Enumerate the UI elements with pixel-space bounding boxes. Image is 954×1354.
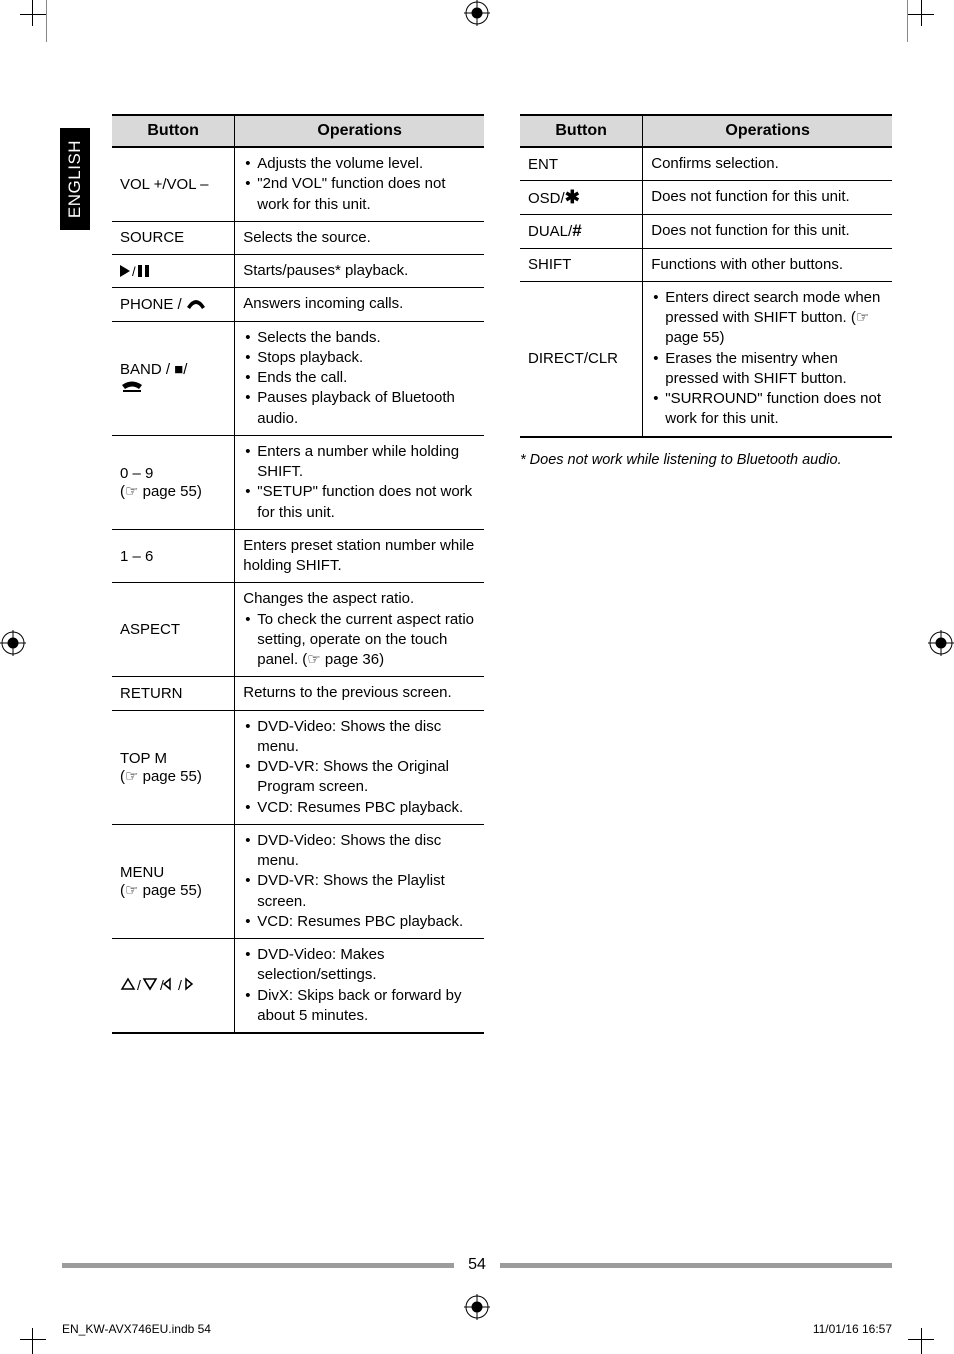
operations-cell: Confirms selection. bbox=[643, 147, 892, 181]
asterisk-icon: ✱ bbox=[565, 187, 580, 207]
left-column: Button Operations VOL +/VOL – Adjusts th… bbox=[112, 114, 484, 1034]
registration-mark-icon bbox=[464, 0, 490, 26]
button-cell: DIRECT/CLR bbox=[520, 281, 643, 436]
button-cell: ENT bbox=[520, 147, 643, 181]
table-row: 1 – 6 Enters preset station number while… bbox=[112, 529, 484, 583]
table-row: SOURCE Selects the source. bbox=[112, 221, 484, 254]
dpad-arrows-icon: / / / bbox=[120, 977, 220, 993]
operations-cell: Does not function for this unit. bbox=[643, 215, 892, 248]
button-cell: BAND / ■/ bbox=[112, 321, 235, 435]
operations-cell: Enters direct search mode when pressed w… bbox=[643, 281, 892, 436]
button-cell: RETURN bbox=[112, 677, 235, 710]
button-cell: TOP M (☞ page 55) bbox=[112, 710, 235, 824]
button-cell: PHONE / bbox=[112, 288, 235, 321]
right-column: Button Operations ENT Confirms selection… bbox=[520, 114, 892, 1034]
button-cell: 0 – 9 (☞ page 55) bbox=[112, 435, 235, 529]
button-cell: VOL +/VOL – bbox=[112, 147, 235, 221]
footer-bar-left bbox=[62, 1263, 454, 1268]
operations-cell: DVD-Video: Shows the disc menu. DVD-VR: … bbox=[235, 824, 484, 938]
svg-text:/: / bbox=[137, 977, 141, 993]
operations-cell: DVD-Video: Shows the disc menu. DVD-VR: … bbox=[235, 710, 484, 824]
table-row: ASPECT Changes the aspect ratio. To chec… bbox=[112, 583, 484, 677]
table-row: DUAL/# Does not function for this unit. bbox=[520, 215, 892, 248]
operations-cell: Selects the source. bbox=[235, 221, 484, 254]
button-cell: DUAL/# bbox=[520, 215, 643, 248]
buttons-table-right: Button Operations ENT Confirms selection… bbox=[520, 114, 892, 438]
registration-mark-icon bbox=[0, 630, 26, 656]
button-cell: OSD/✱ bbox=[520, 181, 643, 215]
svg-text:/: / bbox=[132, 264, 136, 278]
operations-cell: Answers incoming calls. bbox=[235, 288, 484, 321]
page-content: Button Operations VOL +/VOL – Adjusts th… bbox=[112, 114, 892, 1034]
operations-cell: Changes the aspect ratio. To check the c… bbox=[235, 583, 484, 677]
operations-cell: Starts/pauses* playback. bbox=[235, 255, 484, 288]
table-row: BAND / ■/ Selects the bands. Stops playb… bbox=[112, 321, 484, 435]
footnote-text: * Does not work while listening to Bluet… bbox=[520, 452, 892, 468]
operations-cell: Returns to the previous screen. bbox=[235, 677, 484, 710]
print-meta: EN_KW-AVX746EU.indb 54 11/01/16 16:57 bbox=[62, 1322, 892, 1336]
operations-cell: Does not function for this unit. bbox=[643, 181, 892, 215]
table-row: VOL +/VOL – Adjusts the volume level. "2… bbox=[112, 147, 484, 221]
table-row: DIRECT/CLR Enters direct search mode whe… bbox=[520, 281, 892, 436]
language-tab: ENGLISH bbox=[60, 128, 90, 230]
table-row: MENU (☞ page 55) DVD-Video: Shows the di… bbox=[112, 824, 484, 938]
button-cell: / bbox=[112, 255, 235, 288]
svg-text:/: / bbox=[160, 977, 164, 993]
page-footer: 54 bbox=[62, 1256, 892, 1274]
table-header-operations: Operations bbox=[643, 115, 892, 147]
table-row: 0 – 9 (☞ page 55) Enters a number while … bbox=[112, 435, 484, 529]
operations-cell: Adjusts the volume level. "2nd VOL" func… bbox=[235, 147, 484, 221]
button-cell: SHIFT bbox=[520, 248, 643, 281]
table-header-operations: Operations bbox=[235, 115, 484, 147]
button-cell: MENU (☞ page 55) bbox=[112, 824, 235, 938]
table-row: / Starts/pauses* playback. bbox=[112, 255, 484, 288]
buttons-table-left: Button Operations VOL +/VOL – Adjusts th… bbox=[112, 114, 484, 1034]
button-cell: 1 – 6 bbox=[112, 529, 235, 583]
operations-cell: Selects the bands. Stops playback. Ends … bbox=[235, 321, 484, 435]
registration-mark-icon bbox=[928, 630, 954, 656]
table-header-button: Button bbox=[112, 115, 235, 147]
button-cell: ASPECT bbox=[112, 583, 235, 677]
table-row: ENT Confirms selection. bbox=[520, 147, 892, 181]
table-row: RETURN Returns to the previous screen. bbox=[112, 677, 484, 710]
page-number: 54 bbox=[468, 1256, 486, 1274]
table-row: / / / DVD-Video: Makes selection/setting… bbox=[112, 939, 484, 1034]
operations-cell: DVD-Video: Makes selection/settings. Div… bbox=[235, 939, 484, 1034]
language-tab-label: ENGLISH bbox=[65, 140, 85, 218]
phone-hook-icon bbox=[186, 297, 206, 311]
registration-mark-icon bbox=[464, 1294, 490, 1320]
table-row: SHIFT Functions with other buttons. bbox=[520, 248, 892, 281]
svg-text:/: / bbox=[178, 977, 182, 993]
operations-cell: Enters preset station number while holdi… bbox=[235, 529, 484, 583]
print-meta-left: EN_KW-AVX746EU.indb 54 bbox=[62, 1322, 211, 1336]
table-row: OSD/✱ Does not function for this unit. bbox=[520, 181, 892, 215]
operations-cell: Enters a number while holding SHIFT. "SE… bbox=[235, 435, 484, 529]
table-header-button: Button bbox=[520, 115, 643, 147]
table-row: TOP M (☞ page 55) DVD-Video: Shows the d… bbox=[112, 710, 484, 824]
play-pause-icon: / bbox=[120, 264, 154, 278]
end-call-icon bbox=[120, 381, 144, 393]
hash-icon: # bbox=[572, 221, 581, 240]
button-cell: SOURCE bbox=[112, 221, 235, 254]
button-cell: / / / bbox=[112, 939, 235, 1034]
footer-bar-right bbox=[500, 1263, 892, 1268]
operations-cell: Functions with other buttons. bbox=[643, 248, 892, 281]
print-meta-right: 11/01/16 16:57 bbox=[813, 1322, 892, 1336]
table-row: PHONE / Answers incoming calls. bbox=[112, 288, 484, 321]
